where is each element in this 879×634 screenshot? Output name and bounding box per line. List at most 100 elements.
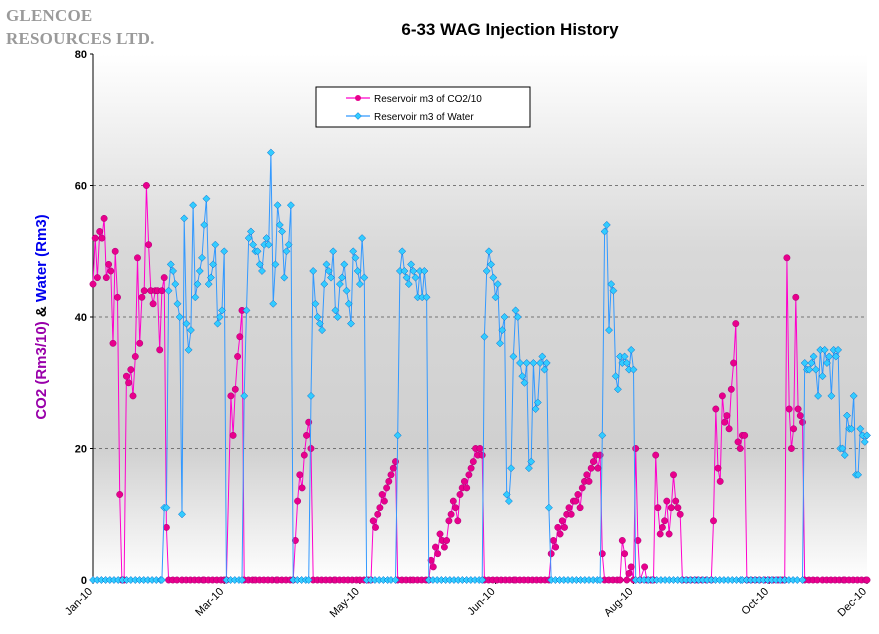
water-point bbox=[304, 576, 313, 584]
co2-point bbox=[129, 392, 137, 400]
legend: Reservoir m3 of CO2/10 Reservoir m3 of Wa… bbox=[315, 86, 531, 128]
water-point bbox=[209, 260, 218, 269]
water-point bbox=[820, 345, 829, 354]
co2-point bbox=[594, 464, 602, 472]
co2-point bbox=[227, 392, 235, 400]
co2-point bbox=[383, 484, 391, 492]
co2-point bbox=[549, 537, 557, 544]
co2-point bbox=[583, 471, 591, 479]
co2-point bbox=[665, 530, 673, 538]
y-tick-label-20: 20 bbox=[75, 444, 87, 456]
water-point bbox=[818, 372, 827, 381]
water-point bbox=[211, 240, 220, 249]
water-point bbox=[531, 405, 540, 413]
water-point bbox=[266, 148, 275, 157]
water-point bbox=[240, 391, 249, 400]
co2-point bbox=[125, 379, 133, 387]
water-point bbox=[613, 385, 622, 394]
co2-point bbox=[667, 504, 675, 512]
co2-point bbox=[796, 412, 804, 420]
water-point bbox=[627, 345, 636, 354]
water-point bbox=[498, 326, 507, 335]
co2-point bbox=[434, 550, 442, 558]
water-point bbox=[856, 424, 865, 433]
water-point bbox=[342, 286, 351, 295]
water-point bbox=[400, 267, 409, 275]
co2-point bbox=[565, 504, 573, 512]
co2-point bbox=[300, 451, 308, 459]
company-logo-text: GLENCOE RESOURCES LTD. bbox=[6, 4, 155, 50]
water-point bbox=[157, 576, 166, 584]
water-point bbox=[504, 497, 513, 506]
co2-point bbox=[389, 464, 397, 472]
water-point bbox=[533, 398, 542, 407]
water-point bbox=[320, 280, 329, 289]
co2-point bbox=[229, 431, 237, 439]
water-point bbox=[206, 273, 215, 282]
water-point bbox=[275, 220, 284, 229]
co2-point bbox=[372, 523, 379, 531]
co2-point bbox=[307, 445, 315, 452]
water-point bbox=[391, 576, 400, 584]
water-point bbox=[282, 247, 291, 256]
water-point bbox=[186, 326, 195, 335]
chart-title: 6-33 WAG Injection History bbox=[401, 20, 619, 39]
water-point bbox=[491, 293, 500, 302]
co2-point bbox=[585, 477, 593, 485]
water-point bbox=[182, 319, 191, 328]
co2-point bbox=[440, 543, 448, 551]
co2-point bbox=[376, 504, 384, 512]
water-point bbox=[509, 352, 518, 361]
water-point bbox=[484, 247, 493, 256]
water-point bbox=[344, 299, 353, 308]
co2-point bbox=[294, 497, 302, 505]
water-point bbox=[540, 365, 549, 374]
co2-point bbox=[710, 517, 717, 525]
water-point bbox=[331, 306, 340, 315]
water-point bbox=[811, 365, 820, 374]
co2-point bbox=[429, 563, 437, 571]
water-point bbox=[180, 214, 189, 223]
co2-point bbox=[463, 484, 471, 492]
y-tick-label-0: 0 bbox=[81, 575, 87, 587]
co2-point bbox=[621, 550, 629, 558]
water-point bbox=[511, 306, 520, 315]
water-point bbox=[273, 201, 282, 210]
co2-point bbox=[670, 471, 677, 479]
co2-point bbox=[234, 353, 242, 360]
co2-point bbox=[160, 274, 168, 282]
legend-box bbox=[315, 86, 531, 128]
water-point bbox=[522, 359, 531, 367]
water-point bbox=[840, 451, 849, 460]
x-tick-label-4: Aug-10 bbox=[602, 586, 636, 620]
water-point bbox=[166, 260, 175, 269]
water-point bbox=[538, 352, 547, 361]
co2-point bbox=[623, 576, 631, 584]
co2-point bbox=[111, 247, 119, 255]
legend-marker-0 bbox=[355, 95, 361, 101]
co2-point bbox=[721, 418, 729, 426]
co2-point bbox=[783, 254, 791, 262]
water-point bbox=[838, 444, 847, 453]
water-point bbox=[487, 260, 496, 269]
water-point bbox=[309, 267, 318, 275]
water-point bbox=[318, 326, 327, 335]
co2-point bbox=[725, 425, 733, 433]
co2-point bbox=[296, 471, 304, 479]
co2-point bbox=[116, 491, 124, 498]
co2-point bbox=[478, 451, 486, 459]
water-point bbox=[215, 313, 224, 321]
co2-point bbox=[443, 537, 451, 544]
water-point bbox=[605, 326, 613, 335]
co2-point bbox=[674, 504, 682, 512]
co2-point bbox=[792, 293, 800, 301]
co2-point bbox=[567, 510, 575, 518]
water-point bbox=[480, 332, 489, 341]
water-point bbox=[398, 247, 407, 256]
water-point bbox=[255, 260, 264, 269]
co2-point bbox=[578, 484, 586, 492]
co2-point bbox=[476, 445, 484, 452]
water-point bbox=[327, 273, 335, 282]
co2-point bbox=[714, 464, 722, 472]
water-point bbox=[269, 299, 278, 308]
